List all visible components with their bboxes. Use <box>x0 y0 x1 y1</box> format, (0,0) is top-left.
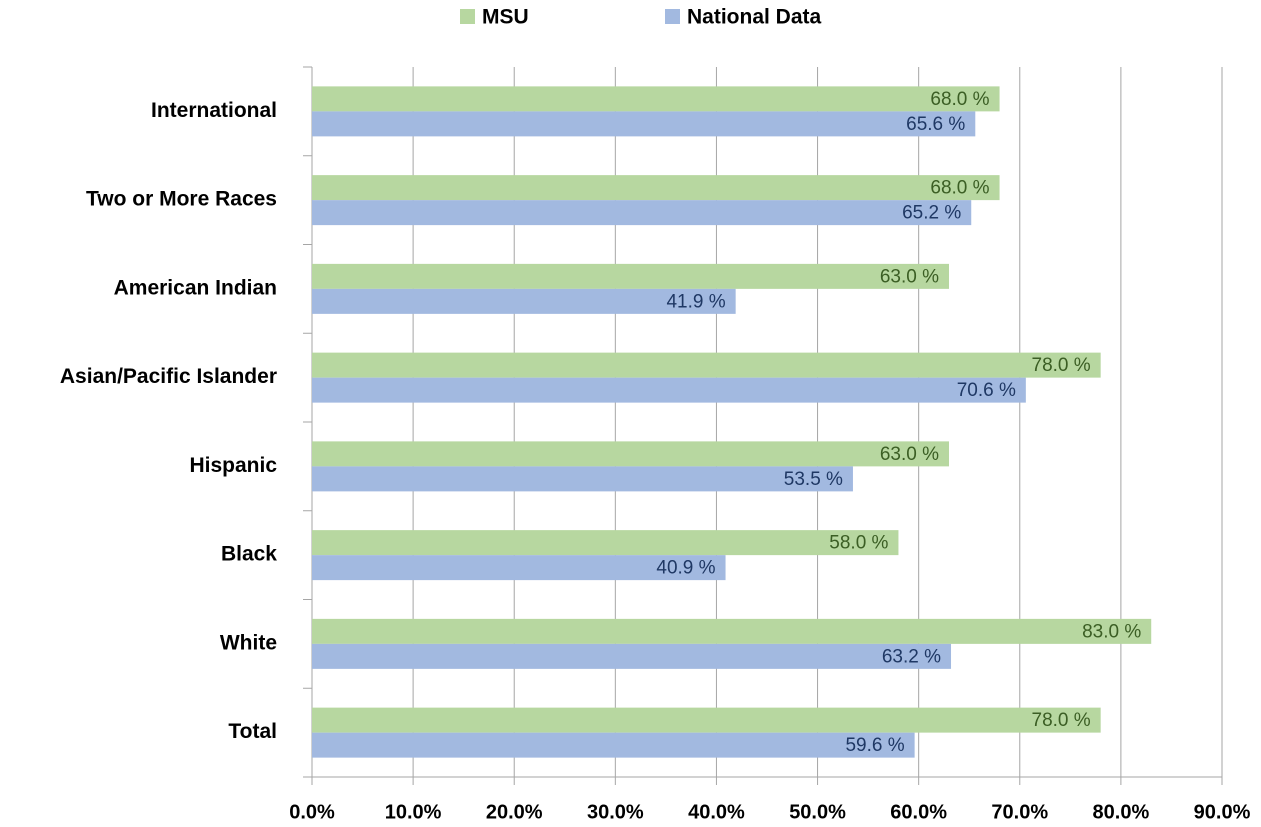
bar <box>312 643 952 669</box>
data-label: 78.0 % <box>1032 355 1091 376</box>
bar <box>312 707 1101 733</box>
data-label: 41.9 % <box>666 291 725 312</box>
bar <box>312 732 915 758</box>
category-label: International <box>151 99 277 122</box>
data-label: 63.2 % <box>882 646 941 667</box>
category-label: American Indian <box>114 276 277 299</box>
data-label: 63.0 % <box>880 444 939 465</box>
x-tick-label: 10.0% <box>385 801 442 823</box>
x-tick-label: 50.0% <box>789 801 846 823</box>
category-label: Hispanic <box>189 454 277 477</box>
category-label: Asian/Pacific Islander <box>60 365 277 388</box>
bar <box>312 377 1026 403</box>
data-label: 63.0 % <box>880 266 939 287</box>
x-tick-label: 30.0% <box>587 801 644 823</box>
bar <box>312 263 949 289</box>
category-label: Total <box>228 720 277 743</box>
bar <box>312 555 726 581</box>
data-label: 68.0 % <box>930 178 989 199</box>
bar <box>312 352 1101 378</box>
legend-label: National Data <box>687 6 822 29</box>
x-tick-label: 90.0% <box>1194 801 1251 823</box>
x-tick-label: 40.0% <box>688 801 745 823</box>
bar <box>312 466 853 492</box>
x-tick-label: 80.0% <box>1093 801 1150 823</box>
x-tick-label: 0.0% <box>289 801 335 823</box>
category-label: Two or More Races <box>86 188 277 211</box>
data-label: 70.6 % <box>957 380 1016 401</box>
bar <box>312 200 972 226</box>
data-label: 65.6 % <box>906 114 965 135</box>
bar <box>312 441 949 467</box>
bar <box>312 175 1000 201</box>
bar <box>312 86 1000 112</box>
data-label: 78.0 % <box>1032 710 1091 731</box>
data-label: 83.0 % <box>1082 621 1141 642</box>
x-tick-label: 60.0% <box>890 801 947 823</box>
bar <box>312 530 899 556</box>
data-label: 58.0 % <box>829 533 888 554</box>
data-label: 59.6 % <box>845 735 904 756</box>
legend-swatch <box>460 9 475 24</box>
bar <box>312 618 1152 644</box>
data-label: 65.2 % <box>902 203 961 224</box>
data-label: 53.5 % <box>784 469 843 490</box>
legend-label: MSU <box>482 6 529 29</box>
x-tick-label: 70.0% <box>991 801 1048 823</box>
legend-swatch <box>665 9 680 24</box>
data-label: 40.9 % <box>656 558 715 579</box>
bar <box>312 111 976 137</box>
data-label: 68.0 % <box>930 89 989 110</box>
category-label: White <box>220 631 277 654</box>
category-label: Black <box>221 543 277 566</box>
x-tick-label: 20.0% <box>486 801 543 823</box>
bar <box>312 288 736 314</box>
